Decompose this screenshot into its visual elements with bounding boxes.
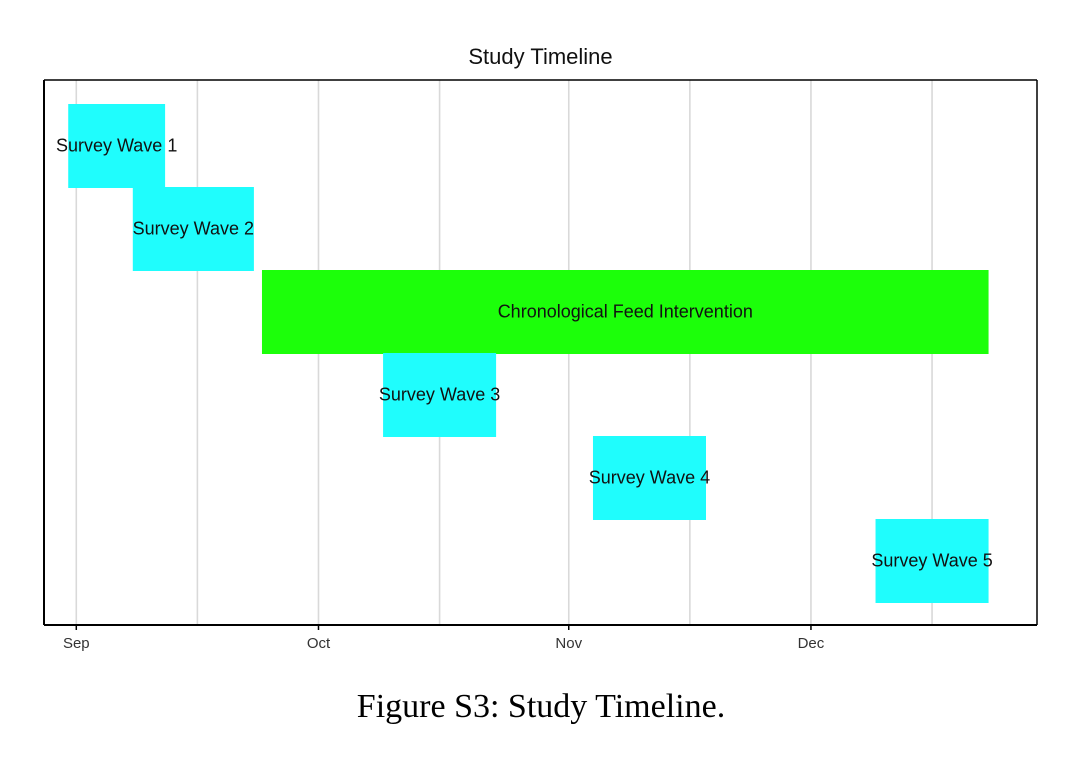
figure-caption: Figure S3: Study Timeline. [356,688,726,725]
survey-wave-bar [383,353,497,437]
x-tick-label: Oct [307,635,331,652]
axes: Sep Oct Nov Dec [43,79,1038,652]
timeline-chart: Survey Wave 1 Survey Wave 2 Chronological … [43,44,1038,652]
x-tick-label: Dec [798,635,825,652]
task-label: Survey Wave 1 [56,136,177,156]
survey-wave-bar [875,519,989,603]
survey-wave-bar [68,104,166,188]
task-label: Survey Wave 5 [871,551,992,571]
task-label: Chronological Feed Intervention [498,302,753,322]
chart-title: Study Timeline [468,44,612,69]
task-label: Survey Wave 3 [379,385,500,405]
survey-wave-bar [132,187,254,271]
task-label: Survey Wave 4 [589,468,710,488]
x-tick-label: Nov [555,635,582,652]
task-bars [68,104,989,603]
x-tick-label: Sep [63,635,90,652]
task-label: Survey Wave 2 [133,219,254,239]
task-labels: Survey Wave 1 Survey Wave 2 Chronological … [56,136,993,571]
survey-wave-bar [592,436,706,520]
intervention-bar [261,270,989,354]
